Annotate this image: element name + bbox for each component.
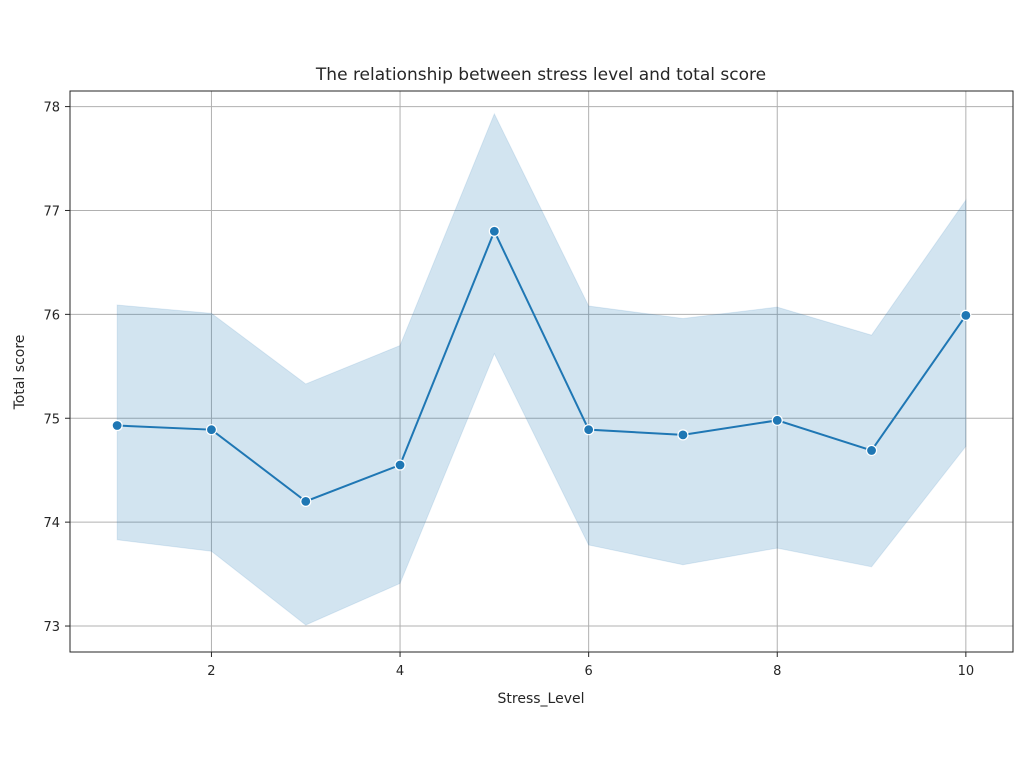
y-tick-label: 73 <box>43 620 60 635</box>
x-tick-label: 8 <box>773 664 781 679</box>
gridlines <box>70 91 1013 652</box>
y-tick-label: 76 <box>43 308 60 323</box>
x-tick-label: 6 <box>585 664 593 679</box>
series-line <box>117 228 967 503</box>
y-tick-label: 75 <box>43 412 60 427</box>
x-tick-label: 2 <box>207 664 215 679</box>
data-point <box>583 424 595 436</box>
y-axis-title: Total score <box>12 335 28 411</box>
confidence-band <box>116 112 967 626</box>
y-tick-label: 77 <box>43 204 60 219</box>
data-point <box>205 424 218 436</box>
x-tick-label: 10 <box>958 664 975 679</box>
x-axis-ticks: 2 4 6 8 10 <box>207 652 974 679</box>
data-point <box>300 495 312 507</box>
y-tick-label: 74 <box>43 516 60 531</box>
data-points <box>111 225 972 507</box>
data-point <box>111 419 123 432</box>
plot-frame <box>69 90 1014 653</box>
data-point <box>865 444 878 457</box>
data-point <box>960 309 972 321</box>
data-point <box>488 225 500 237</box>
data-point <box>394 459 406 471</box>
data-point <box>677 429 689 441</box>
chart-title: The relationship between stress level an… <box>315 65 766 85</box>
x-tick-label: 4 <box>396 664 404 679</box>
data-point <box>771 414 783 426</box>
y-tick-label: 78 <box>43 101 60 116</box>
y-axis-ticks: 73 74 75 76 77 78 <box>43 101 70 635</box>
x-axis-title: Stress_Level <box>498 691 585 707</box>
